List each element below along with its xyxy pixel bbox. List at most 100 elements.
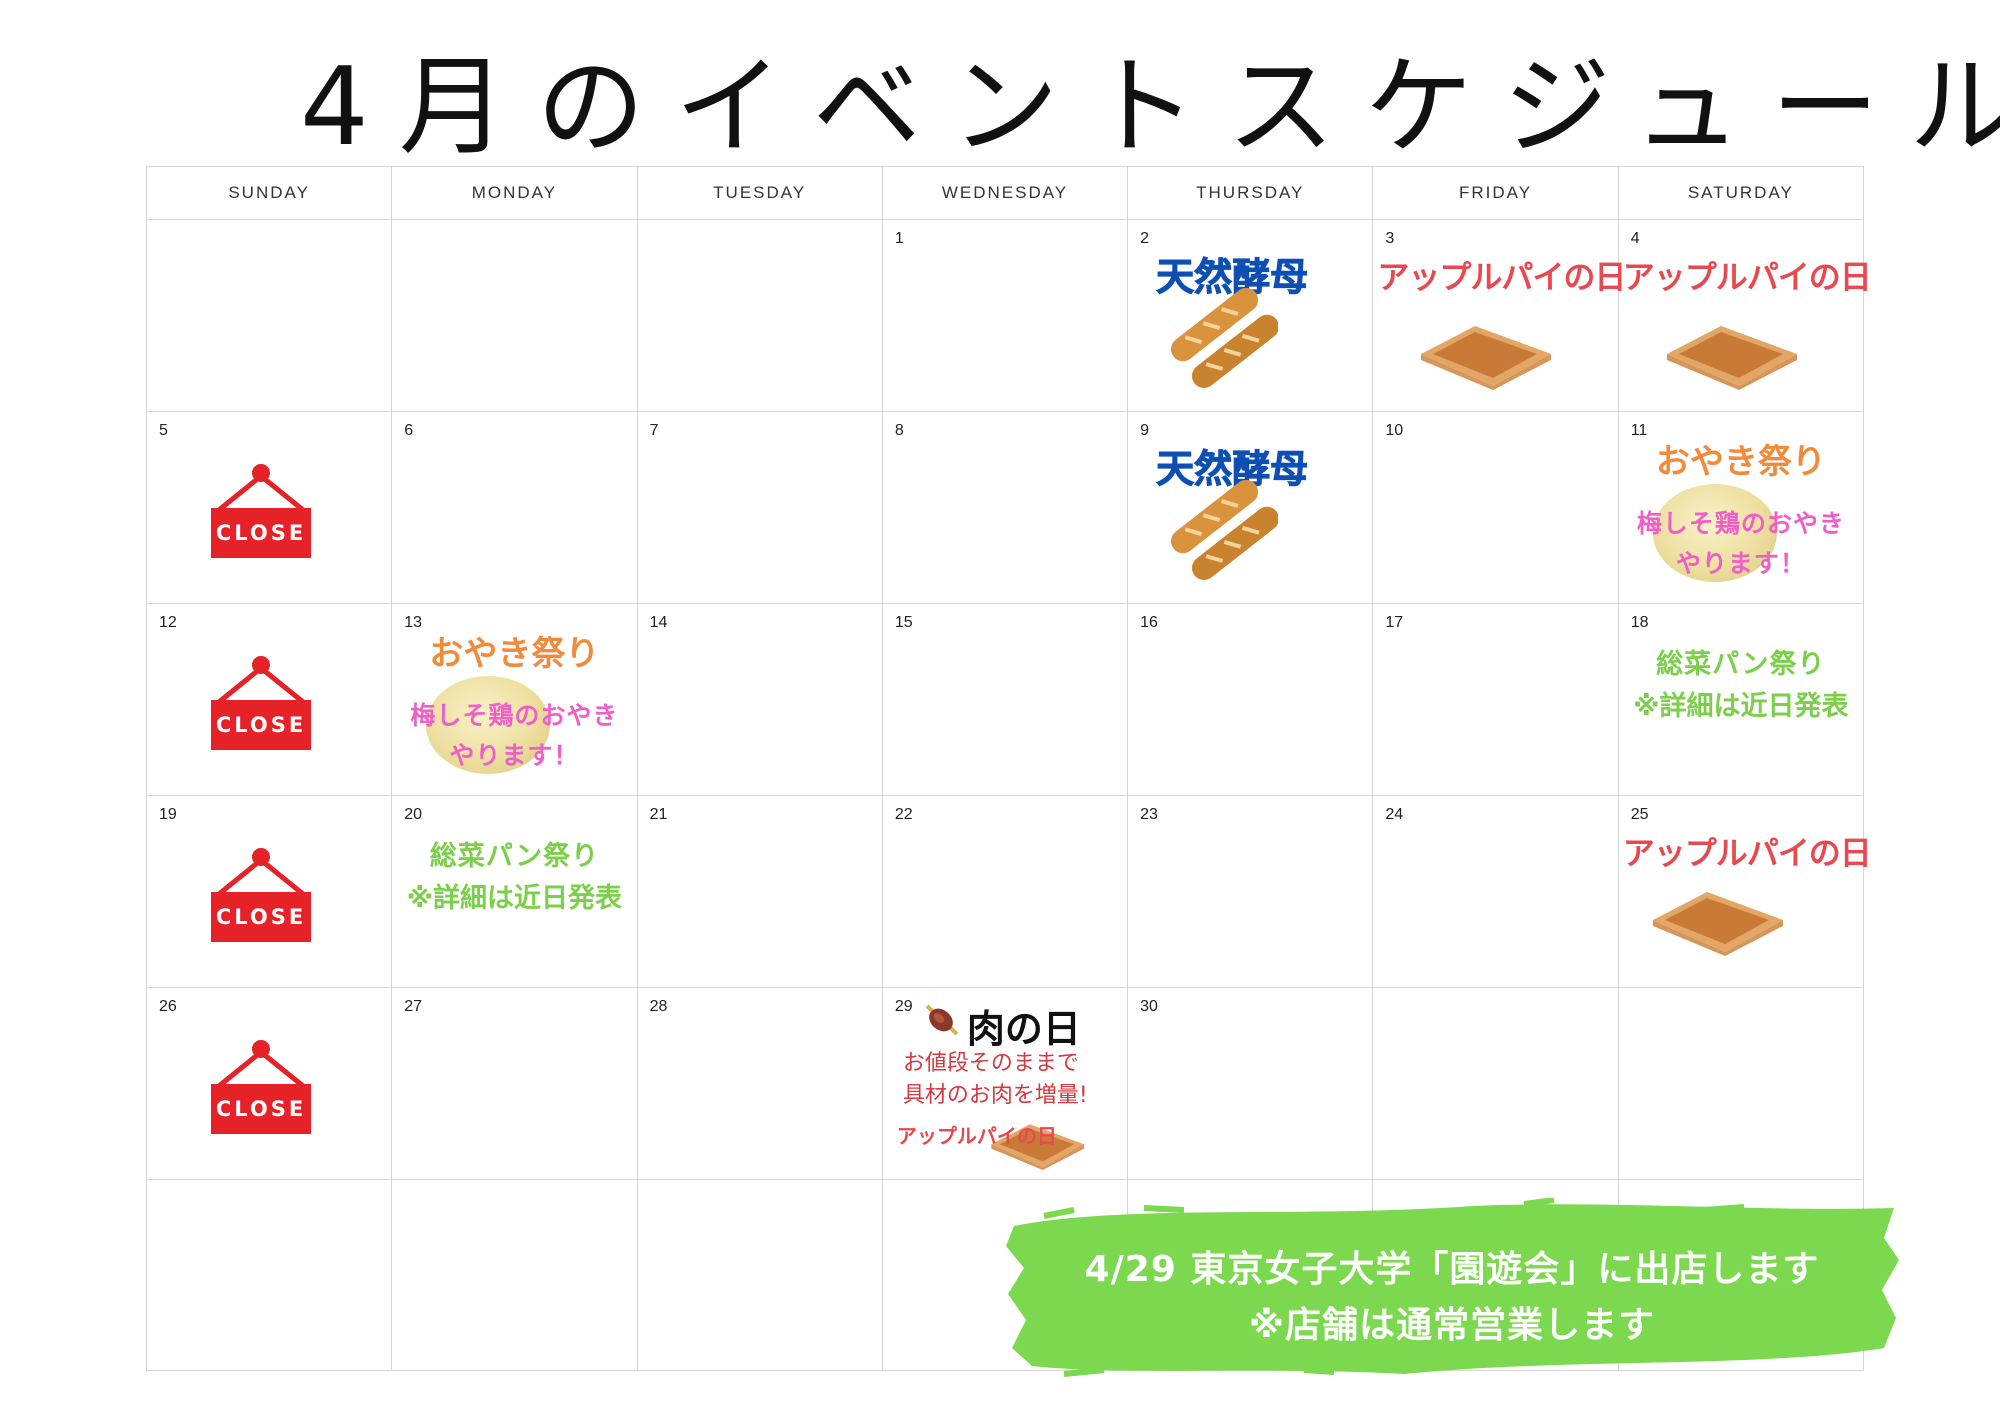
weekday-thursday: THURSDAY [1127,166,1374,220]
weekday-monday: MONDAY [391,166,638,220]
day-cell-14: 14 [636,603,883,796]
day-number: 1 [894,230,904,247]
day-cell-9: 9 天然酵母 [1127,411,1374,604]
oyaki-image [1652,484,1777,582]
baguette-icon [1171,287,1279,388]
day-number: 10 [1385,422,1404,439]
pin-icon [252,1040,270,1058]
day-number: 9 [1140,422,1150,439]
day-number: 23 [1140,806,1158,823]
day-cell-27: 27 [391,987,638,1180]
event-natural-yeast: 天然酵母 [1156,255,1309,300]
weekday-sunday: SUNDAY [145,166,393,220]
day-cell-16: 16 [1127,603,1374,796]
day-cell-29: 29 肉の日 お値段そのままで 具材のお肉を増量! アップルパイの日 [881,987,1129,1180]
oyaki-line-2: やります！ [449,741,580,770]
apple-pie-icon [1666,326,1797,390]
day-cell-19: 19 CLOSE [145,795,393,988]
day-number: 29 [894,998,913,1015]
day-cell-3: 3 アップルパイの日 [1372,219,1626,412]
event-apple-pie-day: アップルパイの日 [896,1124,1057,1148]
event-apple-pie-day: アップルパイの日 [1622,258,1872,296]
day-number: 13 [404,614,423,631]
event-sozai-bread-festival: 総菜パン祭り [1656,649,1826,680]
event-meat-day: 肉の日 [966,1007,1081,1051]
day-number: 6 [404,422,414,439]
day-number: 21 [649,806,668,823]
day-number: 20 [404,806,423,823]
close-label: CLOSE [211,1084,311,1134]
oyaki-line-2: やります！ [1675,549,1806,578]
banner-line-1: 4/29 東京女子大学「園遊会」に出店します [1084,1249,1820,1290]
day-number: 30 [1140,998,1158,1015]
weekday-saturday: SATURDAY [1617,166,1865,220]
day-number: 4 [1630,230,1640,247]
meat-line-2: 具材のお肉を増量! [902,1083,1088,1108]
weekday-tuesday: TUESDAY [636,166,883,220]
page-title: 4月のイベントスケジュール [300,45,2000,170]
week-row: 26 CLOSE 27 28 29 肉の日 お値段そのままで [145,987,1865,1180]
closed-sign: CLOSE [211,464,311,560]
day-cell-10: 10 [1372,411,1619,604]
day-cell-17: 17 [1372,603,1619,796]
empty-day-cell [391,219,638,412]
pin-icon [252,656,270,674]
event-oyaki-detail: 梅しそ鶏のおやき やります！ [392,696,636,776]
day-number: 19 [159,806,177,823]
day-number: 15 [894,614,913,631]
weekday-wednesday: WEDNESDAY [881,166,1129,220]
event-apple-pie-day: アップルパイの日 [1622,834,1872,872]
day-cell-7: 7 [636,411,883,604]
calendar-grid: SUNDAY MONDAY TUESDAY WEDNESDAY THURSDAY… [145,166,1872,1371]
week-row: 5 CLOSE 6 7 8 9 天然酵母 [145,411,1865,604]
event-oyaki-detail: 梅しそ鶏のおやき やります！ [1619,504,1863,584]
day-cell-15: 15 [881,603,1129,796]
closed-sign: CLOSE [211,848,311,944]
meat-line-1: お値段そのままで [902,1051,1079,1076]
day-number: 28 [649,998,668,1015]
day-number: 12 [159,614,177,631]
day-cell-30: 30 [1127,987,1374,1180]
day-number: 14 [649,614,668,631]
announcement-banner: 4/29 東京女子大学「園遊会」に出店します ※店舗は通常営業します [1004,1198,1900,1378]
day-cell-22: 22 [881,795,1129,988]
empty-day-cell [636,219,883,412]
day-cell-21: 21 [636,795,883,988]
apple-pie-icon [1652,892,1783,956]
event-oyaki-festival: おやき祭り [1655,442,1826,482]
day-number: 24 [1385,806,1404,823]
day-cell-6: 6 [391,411,638,604]
day-cell-13: 13 おやき祭り 梅しそ鶏のおやき やります！ [391,603,638,796]
day-number: 22 [894,806,913,823]
day-cell-28: 28 [636,987,883,1180]
day-cell-11: 11 おやき祭り 梅しそ鶏のおやき やります！ [1617,411,1865,604]
day-cell-1: 1 [881,219,1129,412]
apple-pie-icon [991,1124,1084,1170]
day-cell-20: 20 総菜パン祭り ※詳細は近日発表 [391,795,638,988]
day-number: 5 [159,422,168,439]
day-number: 11 [1630,422,1648,439]
day-cell-5: 5 CLOSE [145,411,393,604]
empty-day-cell [1617,987,1865,1180]
empty-day-cell [145,1179,393,1371]
event-sozai-note: ※詳細は近日発表 [406,883,623,914]
empty-day-cell [636,1179,883,1371]
day-number: 8 [894,422,904,439]
day-number: 16 [1140,614,1158,631]
day-cell-26: 26 CLOSE [145,987,393,1180]
closed-sign: CLOSE [211,656,311,752]
day-cell-4: 4 アップルパイの日 [1617,219,1872,412]
day-number: 25 [1630,806,1649,823]
day-number: 27 [404,998,423,1015]
closed-sign: CLOSE [211,1040,311,1136]
day-number: 7 [649,422,659,439]
event-apple-pie-day: アップルパイの日 [1377,258,1626,296]
event-sozai-bread-festival: 総菜パン祭り [429,841,600,872]
day-cell-25: 25 アップルパイの日 [1617,795,1872,988]
pin-icon [252,848,270,866]
banner-line-2: ※店舗は通常営業します [1249,1305,1655,1346]
day-number: 2 [1140,230,1150,247]
event-sozai-note: ※詳細は近日発表 [1633,691,1849,722]
day-cell-24: 24 [1372,795,1619,988]
close-label: CLOSE [211,508,311,558]
